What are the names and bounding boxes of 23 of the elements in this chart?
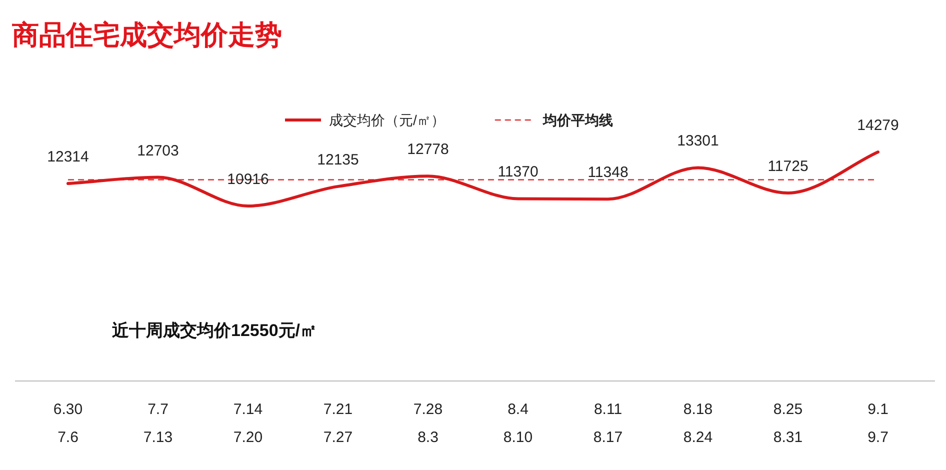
chart-title: 商品住宅成交均价走势	[11, 20, 282, 50]
data-label: 12778	[407, 141, 449, 158]
data-label: 11370	[498, 164, 538, 181]
x-tick-label: 7.21 7.27	[323, 401, 353, 446]
x-tick-label: 9.1 9.7	[868, 401, 888, 446]
data-label: 12135	[317, 151, 359, 168]
data-label: 11725	[768, 158, 808, 176]
legend-label: 均价平均线	[542, 112, 613, 128]
x-tick-label: 8.11 8.17	[593, 401, 623, 446]
legend-label: 成交均价（元/㎡）	[329, 112, 445, 128]
data-label: 12703	[137, 142, 179, 160]
x-tick-label: 8.4 8.10	[503, 401, 533, 446]
x-tick-label: 8.18 8.24	[683, 401, 713, 446]
x-tick-label: 7.28 8.3	[413, 401, 443, 446]
data-label: 12314	[47, 148, 89, 166]
data-label: 14279	[857, 117, 899, 134]
x-tick-label: 6.30 7.6	[53, 401, 83, 446]
x-tick-label: 7.14 7.20	[233, 401, 263, 446]
data-label: 13301	[677, 132, 719, 150]
data-label: 11348	[588, 164, 628, 182]
x-tick-label: 8.25 8.31	[773, 401, 803, 446]
text: 近十周成交均价12550元/㎡	[111, 321, 317, 340]
x-tick-label: 7.7 7.13	[143, 401, 173, 446]
